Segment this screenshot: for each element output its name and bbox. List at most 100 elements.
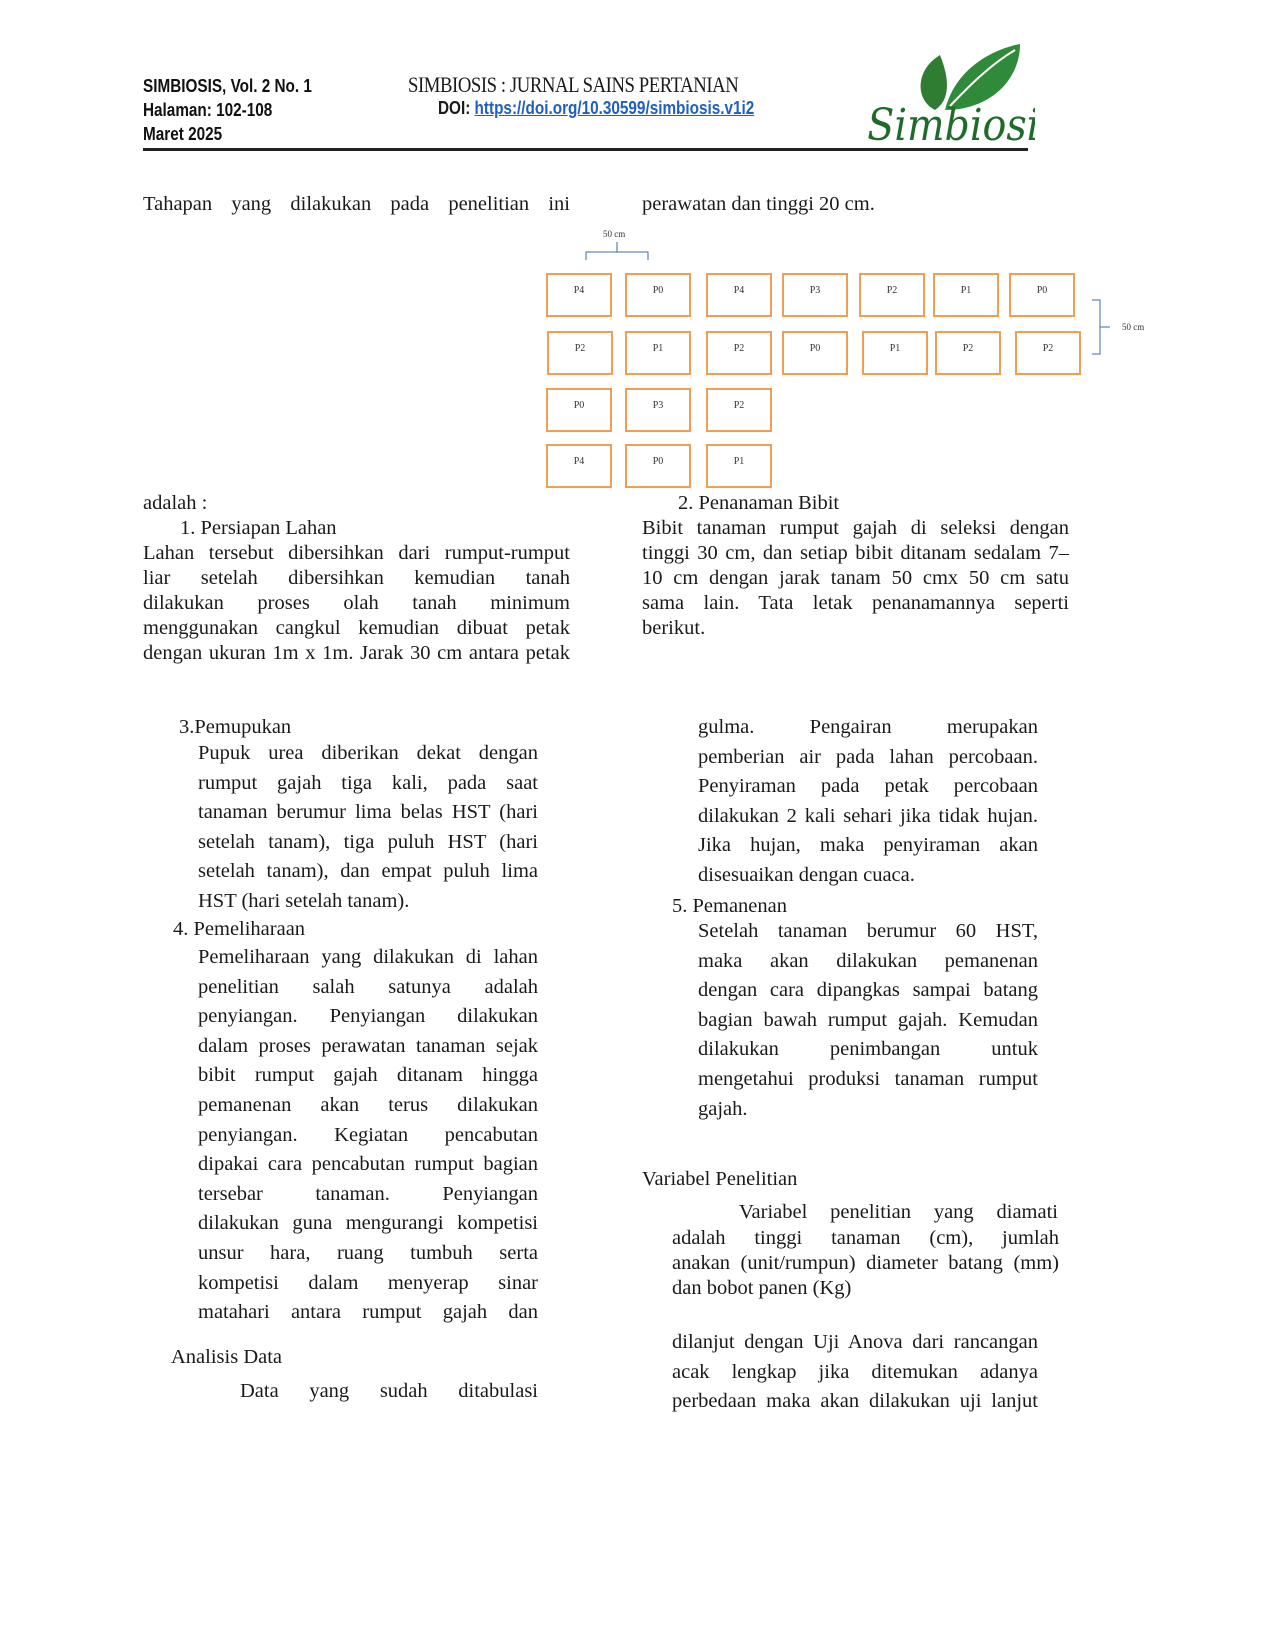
paragraph-line: maka akan dilakukan pemanenan	[698, 949, 1038, 972]
plot-box: P1	[862, 331, 928, 375]
paragraph-line: perbedaan maka akan dilakukan uji lanjut	[672, 1390, 1038, 1413]
paragraph-line: adalah tinggi tanaman (cm), jumlah	[672, 1227, 1059, 1249]
section-heading: Analisis Data	[171, 1346, 283, 1368]
leaf-icon	[945, 44, 1020, 110]
plot-box: P1	[625, 331, 691, 375]
paragraph-line: dengan ukuran 1m x 1m. Jarak 30 cm antar…	[143, 642, 570, 664]
section-heading: 2. Penanaman Bibit	[678, 492, 840, 514]
paragraph-line: bibit rumput gajah ditanam hingga	[198, 1064, 538, 1087]
logo-text: Simbiosis	[867, 99, 1035, 150]
paragraph-line: penelitian salah satunya adalah	[198, 975, 538, 998]
plot-label: P0	[1036, 285, 1048, 296]
paragraph-line: menggunakan cangkul kemudian dibuat peta…	[143, 617, 570, 639]
plot-label: P2	[1042, 343, 1054, 354]
paragraph-line: dalam proses perawatan tanaman sejak	[198, 1034, 538, 1057]
plot-label: P2	[733, 343, 745, 354]
plot-label: P1	[889, 343, 901, 354]
plot-box: P2	[706, 388, 772, 432]
paragraph-line: matahari antara rumput gajah dan	[198, 1301, 538, 1324]
paragraph-line: tersebar tanaman. Penyiangan	[198, 1182, 538, 1205]
paragraph-line: dilakukan penimbangan untuk	[698, 1038, 1038, 1061]
brace-right	[1092, 299, 1110, 355]
simbiosis-logo: Simbiosis	[867, 44, 1035, 150]
plot-box: P1	[706, 444, 772, 488]
plot-box: P2	[547, 331, 613, 375]
doi-link[interactable]: https://doi.org/10.30599/simbiosis.v1i2	[474, 98, 755, 118]
plot-box: P2	[1015, 331, 1081, 375]
brace-top	[585, 242, 649, 260]
section-heading: 4. Pemeliharaan	[173, 918, 306, 940]
plot-label: P2	[574, 343, 586, 354]
paragraph-line: Data yang sudah ditabulasi	[240, 1380, 538, 1402]
plot-label: P1	[652, 343, 664, 354]
spacing-label-top: 50 cm	[603, 229, 626, 239]
paragraph-line: Variabel penelitian yang diamati	[739, 1201, 1058, 1223]
paragraph-line: penyiangan. Penyiangan dilakukan	[198, 1005, 538, 1028]
plot-label: P0	[573, 400, 585, 411]
paragraph-line: Pemeliharaan yang dilakukan di lahan	[198, 946, 538, 968]
paragraph-line: pemberian air pada lahan percobaan.	[698, 745, 1038, 768]
plot-box: P4	[706, 273, 772, 317]
paragraph-line: dilakukan 2 kali sehari jika tidak hujan…	[698, 804, 1038, 827]
plot-box: P4	[546, 273, 612, 317]
paragraph-line: rumput gajah tiga kali, pada saat	[198, 771, 538, 794]
plot-box: P0	[1009, 273, 1075, 317]
paragraph-line: pemanenan akan terus dilakukan	[198, 1094, 538, 1116]
header-rule	[143, 148, 1028, 151]
plot-label: P4	[573, 456, 585, 467]
plot-box: P0	[546, 388, 612, 432]
paragraph-line: dilakukan proses olah tanah minimum	[143, 592, 570, 614]
paragraph-line: mengetahui produksi tanaman rumput	[698, 1068, 1038, 1090]
paragraph-line: dipakai cara pencabutan rumput bagian	[198, 1153, 538, 1176]
paragraph-line: adalah :	[143, 492, 208, 514]
publication-date: Maret 2025	[143, 124, 223, 144]
paragraph-line: Pupuk urea diberikan dekat dengan	[198, 742, 538, 764]
paragraph-line: anakan (unit/rumpun) diameter batang (mm…	[672, 1252, 1059, 1274]
page-range: Halaman: 102-108	[143, 100, 273, 120]
plot-label: P4	[573, 285, 585, 296]
journal-title: SIMBIOSIS : JURNAL SAINS PERTANIAN	[408, 72, 739, 97]
plot-box: P3	[782, 273, 848, 317]
section-heading: 1. Persiapan Lahan	[180, 517, 337, 539]
journal-volume: SIMBIOSIS, Vol. 2 No. 1	[143, 76, 312, 96]
plot-box: P0	[625, 444, 691, 488]
plot-label: P3	[809, 285, 821, 296]
plot-box: P0	[782, 331, 848, 375]
paragraph-line: Bibit tanaman rumput gajah di seleksi de…	[642, 517, 1069, 539]
plot-box: P0	[625, 273, 691, 317]
paragraph-line: kompetisi dalam menyerap sinar	[198, 1271, 538, 1294]
plot-label: P2	[733, 400, 745, 411]
plot-box: P3	[625, 388, 691, 432]
doi-label: DOI:	[438, 98, 475, 118]
paragraph-line: liar setelah dibersihkan kemudian tanah	[143, 567, 570, 589]
plot-label: P1	[733, 456, 745, 467]
section-heading: Variabel Penelitian	[642, 1168, 798, 1190]
paragraph-line: bagian bawah rumput gajah. Kemudan	[698, 1008, 1038, 1031]
paragraph-line: Penyiraman pada petak percobaan	[698, 775, 1038, 798]
leaf-icon	[920, 55, 947, 110]
paragraph-line: tinggi 30 cm, dan setiap bibit ditanam s…	[642, 542, 1069, 564]
paragraph-line: HST (hari setelah tanam).	[198, 890, 410, 912]
paragraph-line: dan bobot panen (Kg)	[672, 1277, 852, 1299]
plot-label: P3	[652, 400, 664, 411]
section-heading: 5. Pemanenan	[672, 895, 787, 917]
plot-label: P0	[652, 456, 664, 467]
paragraph-line: dilakukan guna mengurangi kompetisi	[198, 1212, 538, 1235]
paragraph-line: gajah.	[698, 1097, 748, 1120]
paragraph-line: Jika hujan, maka penyiraman akan	[698, 834, 1038, 857]
paragraph-line: 10 cm dengan jarak tanam 50 cmx 50 cm sa…	[642, 567, 1069, 589]
paragraph-line: sama lain. Tata letak penanamannya seper…	[642, 592, 1069, 614]
plot-label: P4	[733, 285, 745, 296]
plot-box: P2	[706, 331, 772, 375]
paragraph-line: penyiangan. Kegiatan pencabutan	[198, 1123, 538, 1146]
paragraph-line: Setelah tanaman berumur 60 HST,	[698, 920, 1038, 942]
spacing-label-right: 50 cm	[1122, 322, 1145, 332]
header-meta: SIMBIOSIS, Vol. 2 No. 1 Halaman: 102-108…	[143, 74, 312, 146]
plot-label: P2	[886, 285, 898, 296]
section-heading: 3.Pemupukan	[179, 716, 292, 738]
paragraph-line: Tahapan yang dilakukan pada penelitian i…	[143, 193, 570, 215]
paragraph-line: setelah tanam), dan empat puluh lima	[198, 860, 538, 883]
paragraph-line: setelah tanam), tiga puluh HST (hari	[198, 830, 538, 853]
plot-box: P2	[859, 273, 925, 317]
